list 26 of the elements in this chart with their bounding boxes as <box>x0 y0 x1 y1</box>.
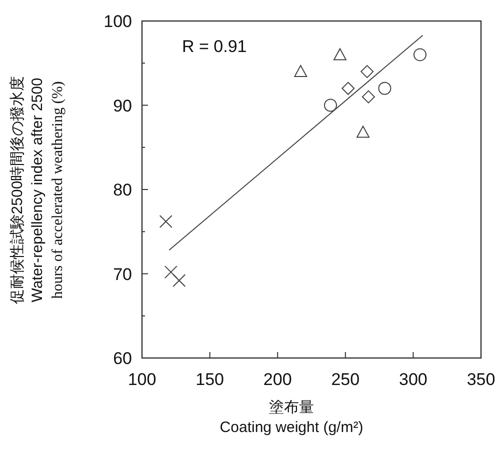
point <box>159 215 172 228</box>
point <box>172 274 186 287</box>
x-axis-title: 塗布量 Coating weight (g/m²) <box>220 399 364 436</box>
x-tick-label: 200 <box>263 370 292 389</box>
y-tick-label: 90 <box>113 96 132 116</box>
point <box>413 48 426 62</box>
y-tick-label: 70 <box>113 264 132 284</box>
point <box>362 90 375 104</box>
point <box>294 65 308 78</box>
x-tick-label: 300 <box>399 370 428 389</box>
point <box>324 98 337 112</box>
point <box>333 48 346 60</box>
y-tick-label: 80 <box>113 180 132 200</box>
y-tick-label: 60 <box>113 349 132 368</box>
point <box>164 266 178 279</box>
x-tick-label: 350 <box>466 370 496 389</box>
point <box>342 82 355 95</box>
point <box>378 82 392 95</box>
y-axis-title: 促耐候性試験2500時間後の撥水度 Water-repellency index after 2500 hours of accelerated weathering (%) <box>9 76 66 304</box>
point <box>356 126 370 138</box>
point <box>360 65 374 78</box>
y-tick-label: 100 <box>104 12 132 31</box>
x-tick-label: 100 <box>128 370 156 389</box>
annotation: R = 0.91 <box>182 37 247 56</box>
x-tick-label: 250 <box>331 370 360 389</box>
x-tick-label: 150 <box>196 370 224 389</box>
